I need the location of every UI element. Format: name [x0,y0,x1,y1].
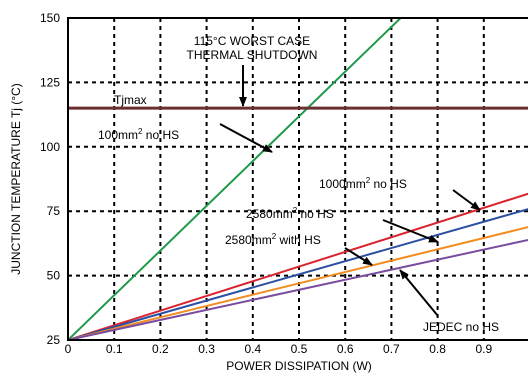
arrow-2580mm-with-hs [344,247,373,266]
x-tick-label: 0.9 [475,342,492,356]
shutdown-annotation-line2: THERMAL SHUTDOWN [187,48,318,62]
arrow-100mm-no-hs [219,123,273,153]
arrow-2580mm-no-hs [382,219,439,243]
series-line-2 [68,192,528,340]
y-tick-label: 150 [40,11,60,25]
y-axis-title-main: JUNCTION TEMPERATURE Tj [9,105,23,275]
series-group [68,18,528,340]
x-tick-label: 0.3 [198,342,215,356]
label-2580mm-with-hs: 2580mm2 with HS [225,232,321,247]
series-line-4 [68,226,528,340]
shutdown-annotation-line1: 115°C WORST CASE [194,34,310,48]
label-2580mm-no-hs: 2580mm2 no HS [246,206,334,221]
series-line-5 [68,238,528,340]
y-axis-title: JUNCTION TEMPERATURE Tj (°C) [9,83,23,274]
x-tick-label: 0.4 [244,342,261,356]
label-100mm-no-hs: 100mm2 no HS [98,127,179,142]
y-tick-label: 100 [40,140,60,154]
tjmax-label: Tjmax [114,93,147,107]
x-tick-label: 0.6 [337,342,354,356]
x-tick-label: 0.8 [429,342,446,356]
x-tick-label: 0.7 [383,342,400,356]
y-tick-label: 125 [40,75,60,89]
arrow-jedec-no-hs [399,269,439,317]
series-line-3 [68,208,528,340]
label-1000mm-no-hs: 1000mm2 no HS [319,176,407,191]
grid [68,18,528,340]
series-line-1 [68,18,402,340]
y-tick-label: 25 [47,333,61,347]
x-ticks: 0 0.1 0.2 0.3 0.4 0.5 0.6 0.7 0.8 0.9 [65,342,493,356]
x-tick-label: 0.5 [291,342,308,356]
y-tick-label: 75 [47,204,61,218]
y-axis-title-unit: (°C) [9,83,23,104]
x-tick-label: 0.1 [106,342,123,356]
plot-border [67,17,528,341]
plot-frame [67,17,528,341]
x-axis-title: POWER DISSIPATION (W) [226,359,372,373]
x-tick-label: 0 [65,342,72,356]
y-tick-label: 50 [47,269,61,283]
label-jedec-no-hs: JEDEC no HS [423,320,499,334]
arrow-1000mm-no-hs [452,189,481,211]
y-ticks: 25 50 75 100 125 150 [40,11,60,347]
x-tick-label: 0.2 [152,342,169,356]
